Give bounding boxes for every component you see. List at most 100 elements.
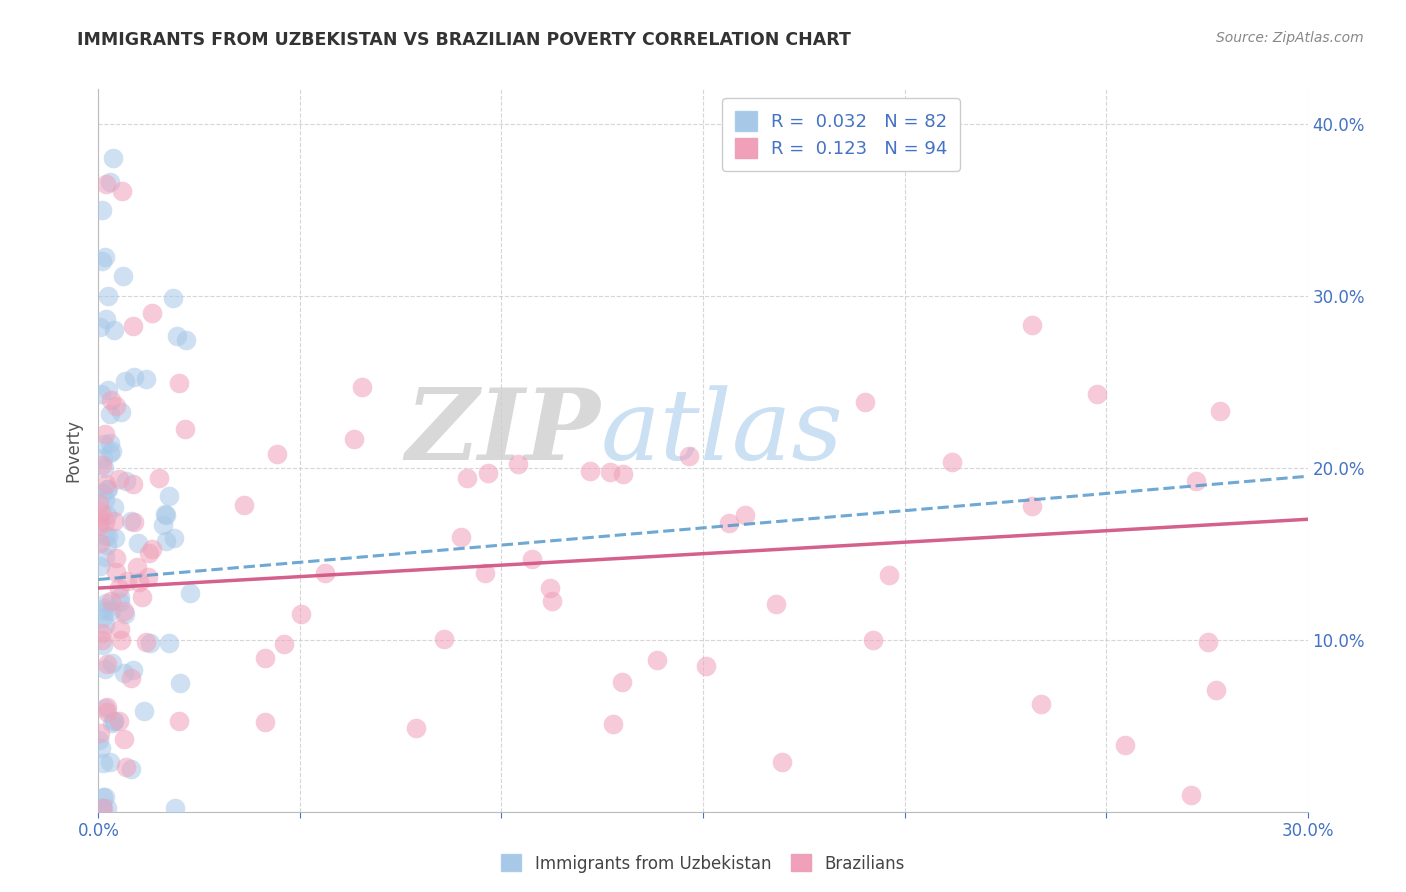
Point xyxy=(135,372,157,386)
Point xyxy=(695,658,717,673)
Point xyxy=(579,464,602,478)
Point xyxy=(855,395,877,409)
Point xyxy=(122,663,145,677)
Point xyxy=(90,458,112,472)
Point xyxy=(97,482,120,496)
Point xyxy=(104,399,127,413)
Point xyxy=(93,250,115,264)
Point xyxy=(127,536,149,550)
Point xyxy=(538,581,561,595)
Point xyxy=(120,762,142,776)
Point xyxy=(103,514,125,528)
Point xyxy=(111,184,134,198)
Point xyxy=(98,407,121,421)
Point xyxy=(174,422,197,436)
Point xyxy=(1114,738,1136,752)
Point xyxy=(645,653,668,667)
Point xyxy=(91,638,114,652)
Point xyxy=(108,595,131,609)
Point xyxy=(91,801,114,815)
Point xyxy=(100,175,122,189)
Point xyxy=(96,705,118,719)
Point xyxy=(107,581,129,595)
Point xyxy=(107,714,129,728)
Point xyxy=(1197,634,1219,648)
Point xyxy=(91,756,114,770)
Point xyxy=(141,541,163,556)
Point xyxy=(96,538,118,552)
Point xyxy=(96,801,118,815)
Point xyxy=(520,551,543,566)
Point xyxy=(610,674,633,689)
Point xyxy=(93,486,115,500)
Point xyxy=(93,461,115,475)
Point xyxy=(163,531,186,545)
Point xyxy=(1209,404,1232,418)
Point xyxy=(717,516,740,530)
Point xyxy=(94,662,117,676)
Point xyxy=(94,427,117,442)
Point xyxy=(167,714,190,729)
Point xyxy=(112,604,135,618)
Point xyxy=(179,586,201,600)
Point xyxy=(114,607,136,621)
Point xyxy=(877,568,900,582)
Point xyxy=(108,472,131,486)
Point xyxy=(122,477,145,491)
Point xyxy=(101,656,124,670)
Point xyxy=(112,665,135,680)
Point xyxy=(540,594,562,608)
Point xyxy=(90,505,112,519)
Point xyxy=(253,714,276,729)
Point xyxy=(167,376,190,390)
Point xyxy=(474,566,496,581)
Point xyxy=(89,726,111,740)
Point xyxy=(131,590,153,604)
Point xyxy=(273,637,295,651)
Point xyxy=(765,597,787,611)
Point xyxy=(89,732,111,747)
Point xyxy=(155,534,177,549)
Point xyxy=(163,801,186,815)
Point xyxy=(155,508,177,522)
Point xyxy=(89,536,111,550)
Point xyxy=(152,518,174,533)
Point xyxy=(103,714,125,728)
Point xyxy=(1184,475,1206,489)
Point xyxy=(100,393,122,408)
Point xyxy=(138,636,160,650)
Point xyxy=(101,444,124,458)
Point xyxy=(94,529,117,543)
Point xyxy=(115,474,138,488)
Point xyxy=(350,380,373,394)
Point xyxy=(232,498,254,512)
Point xyxy=(94,604,117,618)
Legend: Immigrants from Uzbekistan, Brazilians: Immigrants from Uzbekistan, Brazilians xyxy=(495,847,911,880)
Point xyxy=(94,790,117,805)
Point xyxy=(105,550,128,565)
Point xyxy=(433,632,456,646)
Point xyxy=(405,721,427,735)
Point xyxy=(450,530,472,544)
Point xyxy=(138,570,160,584)
Point xyxy=(89,519,111,533)
Point xyxy=(104,565,127,579)
Point xyxy=(115,760,138,774)
Point xyxy=(90,801,112,815)
Point xyxy=(91,202,114,217)
Point xyxy=(115,574,138,589)
Point xyxy=(96,508,118,523)
Point xyxy=(94,476,117,491)
Point xyxy=(148,471,170,485)
Point xyxy=(89,320,111,334)
Point xyxy=(96,312,118,326)
Point xyxy=(90,740,112,755)
Point xyxy=(734,508,756,522)
Point xyxy=(1029,697,1052,711)
Legend: R =  0.032   N = 82, R =  0.123   N = 94: R = 0.032 N = 82, R = 0.123 N = 94 xyxy=(723,98,960,170)
Point xyxy=(162,291,184,305)
Point xyxy=(94,550,117,565)
Point xyxy=(98,755,121,769)
Point xyxy=(1021,499,1043,513)
Point xyxy=(110,633,132,648)
